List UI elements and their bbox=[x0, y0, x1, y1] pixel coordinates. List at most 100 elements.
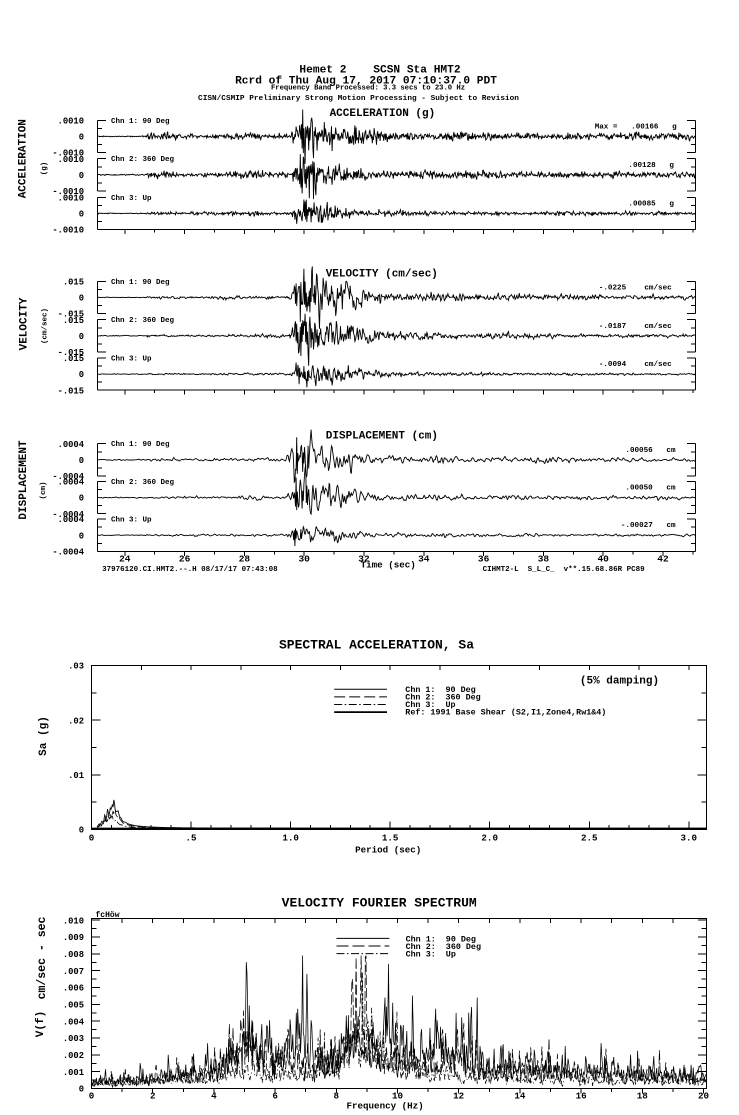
svg-text:-.0094 cm/sec: -.0094 cm/sec bbox=[599, 361, 672, 369]
svg-text:VELOCITY (cm/sec): VELOCITY (cm/sec) bbox=[326, 268, 438, 280]
svg-text:0: 0 bbox=[79, 332, 84, 342]
svg-text:0: 0 bbox=[79, 171, 84, 181]
svg-text:Period (sec): Period (sec) bbox=[355, 845, 421, 856]
svg-text:cm/sec - sec: cm/sec - sec bbox=[36, 917, 49, 1000]
svg-text:Chn 3: Up: Chn 3: Up bbox=[405, 700, 455, 710]
svg-text:DISPLACEMENT: DISPLACEMENT bbox=[18, 440, 30, 520]
svg-text:.00128 g: .00128 g bbox=[628, 162, 674, 170]
svg-text:VELOCITY: VELOCITY bbox=[19, 297, 31, 350]
svg-text:-.015: -.015 bbox=[58, 348, 84, 358]
svg-text:CISN/CSMIP Preliminary Strong: CISN/CSMIP Preliminary Strong Motion Pro… bbox=[198, 95, 519, 103]
svg-text:.0010: .0010 bbox=[58, 155, 84, 165]
svg-text:Chn 1: 90 Deg: Chn 1: 90 Deg bbox=[405, 685, 475, 695]
svg-text:.015: .015 bbox=[63, 277, 84, 287]
svg-text:(5% damping): (5% damping) bbox=[580, 676, 659, 688]
svg-text:.02: .02 bbox=[68, 716, 84, 726]
svg-text:Chn 2: 360 Deg: Chn 2: 360 Deg bbox=[111, 479, 175, 487]
svg-text:.00085 g: .00085 g bbox=[628, 200, 674, 208]
svg-text:.003: .003 bbox=[63, 1034, 84, 1044]
svg-text:0: 0 bbox=[79, 494, 84, 504]
svg-text:-.0010: -.0010 bbox=[52, 187, 84, 197]
svg-text:Max = .00166 g: Max = .00166 g bbox=[595, 123, 677, 131]
svg-text:12: 12 bbox=[453, 1090, 464, 1101]
svg-text:.5: .5 bbox=[186, 833, 198, 844]
svg-text:2.5: 2.5 bbox=[581, 833, 598, 844]
svg-text:0: 0 bbox=[79, 210, 84, 220]
svg-text:38: 38 bbox=[538, 554, 550, 565]
svg-text:0: 0 bbox=[89, 833, 95, 844]
svg-text:18: 18 bbox=[637, 1090, 649, 1101]
svg-text:8: 8 bbox=[334, 1090, 340, 1101]
svg-text:V(f): V(f) bbox=[35, 1011, 47, 1037]
svg-text:CIHMT2-L S_L_C_ v**.15.68.86: CIHMT2-L S_L_C_ v**.15.68.86R PC89 bbox=[483, 566, 646, 574]
svg-text:(g): (g) bbox=[41, 162, 49, 176]
svg-text:Chn 1: 90 Deg: Chn 1: 90 Deg bbox=[111, 279, 170, 287]
svg-text:ACCELERATION: ACCELERATION bbox=[18, 119, 30, 198]
svg-text:.001: .001 bbox=[63, 1068, 84, 1078]
svg-text:4: 4 bbox=[211, 1090, 217, 1101]
svg-text:.015: .015 bbox=[63, 354, 84, 364]
svg-text:Chn 3: Up: Chn 3: Up bbox=[111, 195, 152, 203]
svg-text:Chn 2: 360 Deg: Chn 2: 360 Deg bbox=[111, 156, 175, 164]
svg-text:Rcrd of Thu Aug 17, 2017 07:10: Rcrd of Thu Aug 17, 2017 07:10:37.0 PDT bbox=[235, 76, 497, 88]
svg-text:ACCELERATION (g): ACCELERATION (g) bbox=[330, 108, 436, 120]
svg-text:-.0225 cm/sec: -.0225 cm/sec bbox=[599, 284, 672, 292]
svg-text:30: 30 bbox=[298, 554, 310, 565]
svg-text:20: 20 bbox=[698, 1090, 709, 1101]
svg-text:0: 0 bbox=[79, 370, 84, 380]
svg-text:34: 34 bbox=[418, 554, 430, 565]
svg-text:.008: .008 bbox=[63, 950, 84, 960]
svg-text:.006: .006 bbox=[63, 984, 84, 994]
svg-text:Ref: 1991 Base Shear (S2,I1,Zo: Ref: 1991 Base Shear (S2,I1,Zone4,Rw1&4) bbox=[405, 708, 606, 718]
svg-text:-.0187 cm/sec: -.0187 cm/sec bbox=[599, 323, 672, 331]
svg-text:-.0004: -.0004 bbox=[52, 510, 84, 520]
svg-text:26: 26 bbox=[179, 554, 191, 565]
svg-text:-.0010: -.0010 bbox=[52, 149, 84, 159]
svg-text:-.0004: -.0004 bbox=[52, 547, 84, 557]
svg-text:1.0: 1.0 bbox=[282, 833, 299, 844]
svg-text:-.0010: -.0010 bbox=[52, 226, 84, 236]
svg-text:36: 36 bbox=[478, 554, 490, 565]
svg-text:-.015: -.015 bbox=[58, 310, 84, 320]
svg-text:0: 0 bbox=[79, 133, 84, 143]
svg-text:-.0004: -.0004 bbox=[52, 472, 84, 482]
svg-text:Chn 2: 360 Deg: Chn 2: 360 Deg bbox=[111, 317, 175, 325]
svg-text:SPECTRAL ACCELERATION, Sa: SPECTRAL ACCELERATION, Sa bbox=[279, 638, 474, 653]
svg-text:-.00027 cm: -.00027 cm bbox=[621, 522, 676, 530]
svg-text:32: 32 bbox=[358, 554, 370, 565]
svg-text:2: 2 bbox=[150, 1090, 156, 1101]
svg-text:VELOCITY FOURIER SPECTRUM: VELOCITY FOURIER SPECTRUM bbox=[282, 895, 477, 910]
svg-text:.0004: .0004 bbox=[58, 478, 85, 488]
svg-text:-.015: -.015 bbox=[58, 386, 84, 396]
svg-text:0: 0 bbox=[79, 531, 84, 541]
svg-text:Sa (g): Sa (g) bbox=[38, 716, 50, 756]
svg-text:14: 14 bbox=[514, 1090, 526, 1101]
svg-text:2.0: 2.0 bbox=[481, 833, 498, 844]
svg-text:16: 16 bbox=[576, 1090, 587, 1101]
svg-text:Chn 1: 90 Deg: Chn 1: 90 Deg bbox=[111, 118, 170, 126]
svg-text:Chn 3: Up: Chn 3: Up bbox=[111, 517, 152, 525]
svg-text:Frequency Band Processed: 3.3: Frequency Band Processed: 3.3 secs to 23… bbox=[271, 85, 465, 93]
svg-text:37976120.CI.HMT2.--.H 08/17/17: 37976120.CI.HMT2.--.H 08/17/17 07:43:08 bbox=[102, 566, 278, 574]
svg-text:Hemet 2 SCSN Sta HMT2: Hemet 2 SCSN Sta HMT2 bbox=[299, 65, 460, 77]
svg-text:.002: .002 bbox=[63, 1051, 84, 1061]
svg-text:.0010: .0010 bbox=[58, 116, 84, 126]
svg-text:0: 0 bbox=[89, 1090, 95, 1101]
svg-text:0: 0 bbox=[79, 456, 84, 466]
svg-text:.009: .009 bbox=[63, 933, 84, 943]
svg-text:Chn 2: 360 Deg: Chn 2: 360 Deg bbox=[405, 693, 480, 703]
svg-text:.007: .007 bbox=[63, 967, 84, 977]
svg-text:(cm): (cm) bbox=[40, 481, 48, 499]
svg-text:.00050 cm: .00050 cm bbox=[625, 485, 676, 493]
svg-text:.00056 cm: .00056 cm bbox=[625, 447, 676, 455]
svg-text:1.5: 1.5 bbox=[382, 833, 399, 844]
svg-text:(cm/sec): (cm/sec) bbox=[41, 308, 49, 344]
svg-text:Time (sec): Time (sec) bbox=[361, 559, 416, 570]
svg-text:Chn 2: 360 Deg: Chn 2: 360 Deg bbox=[406, 942, 481, 952]
svg-text:Chn 3: Up: Chn 3: Up bbox=[111, 356, 152, 364]
svg-text:0: 0 bbox=[79, 826, 84, 836]
svg-text:28: 28 bbox=[239, 554, 251, 565]
svg-text:.0004: .0004 bbox=[58, 440, 85, 450]
svg-text:3.0: 3.0 bbox=[681, 833, 698, 844]
svg-text:Chn 3: Up: Chn 3: Up bbox=[406, 950, 456, 960]
